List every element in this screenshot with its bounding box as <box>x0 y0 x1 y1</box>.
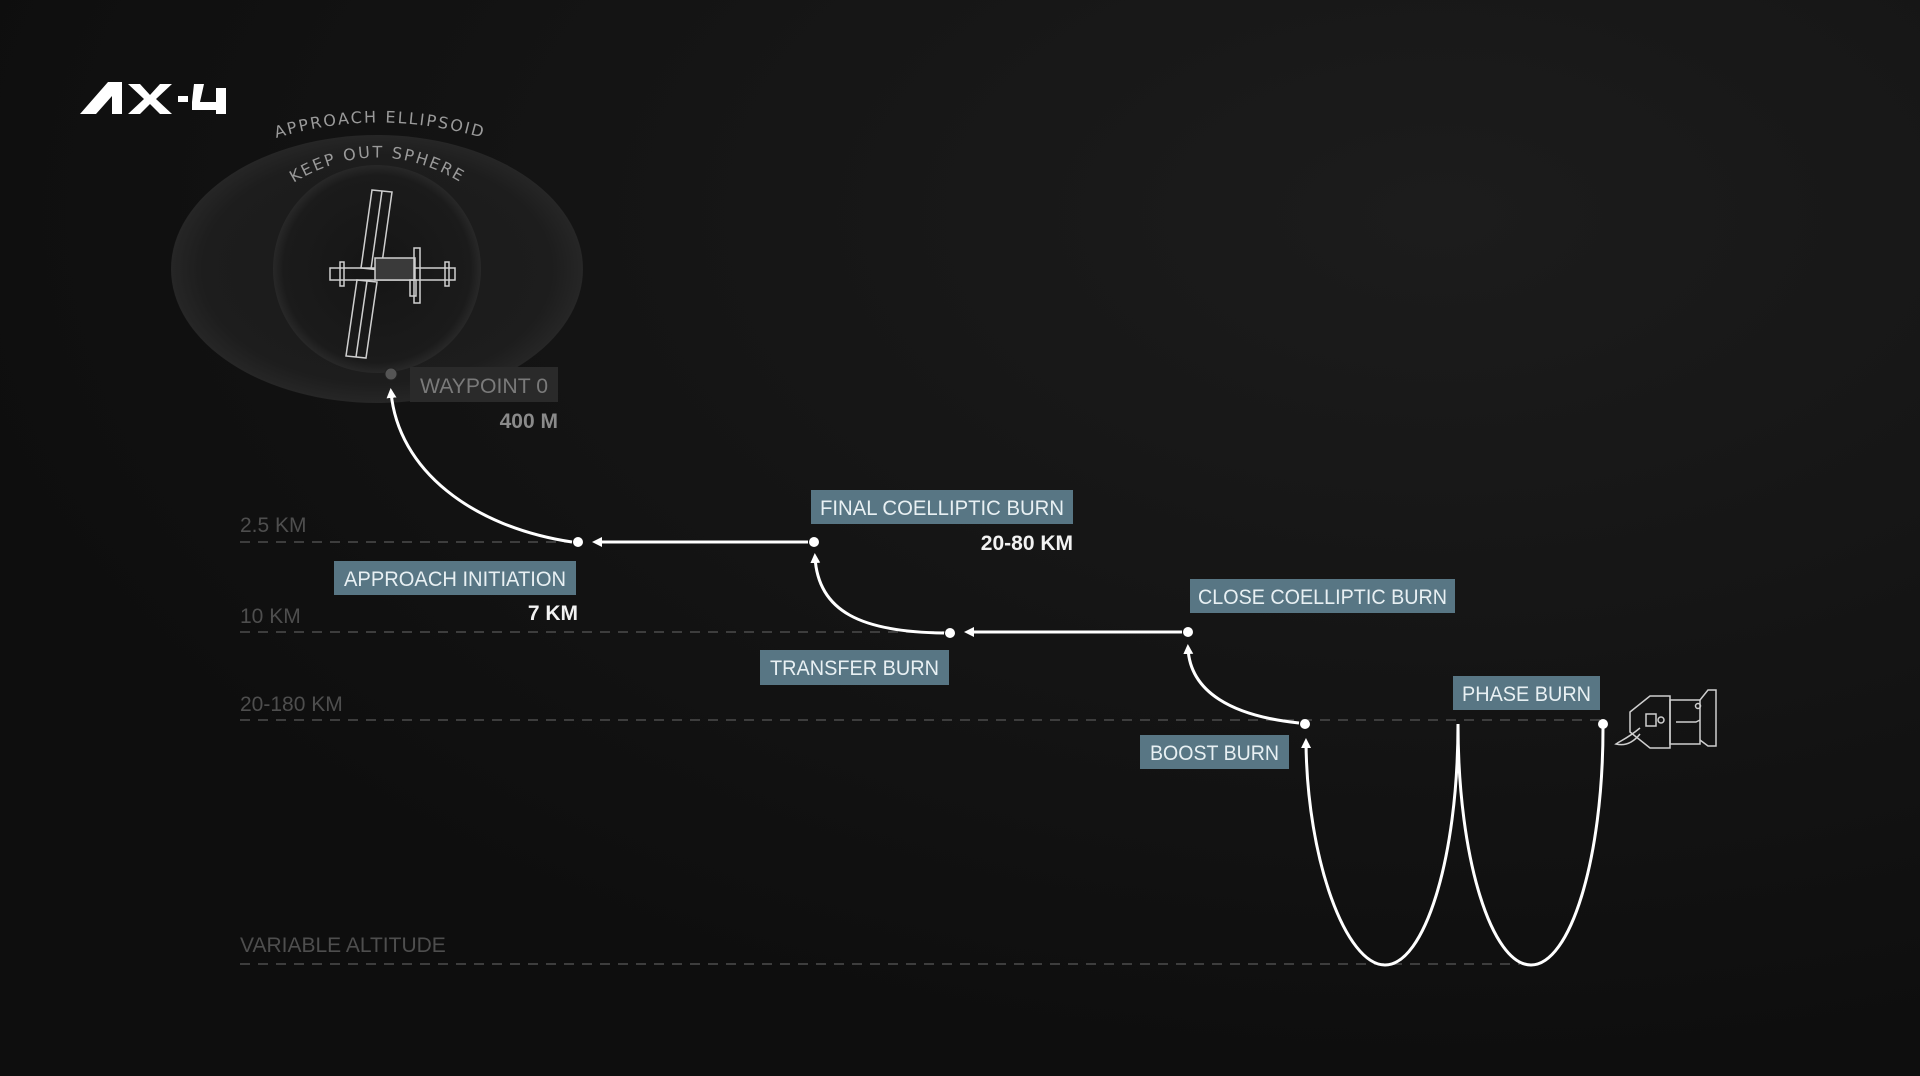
close-coelliptic-point <box>1183 627 1193 637</box>
altitude-label: VARIABLE ALTITUDE <box>240 934 446 957</box>
svg-text:APPROACH INITIATION: APPROACH INITIATION <box>344 568 566 591</box>
phase-burn-point <box>1598 719 1608 729</box>
final-coelliptic-point <box>809 537 819 547</box>
trajectory <box>384 367 1608 967</box>
transfer-arc <box>810 553 945 635</box>
transfer-burn-point <box>945 628 955 638</box>
altitude-label: 10 KM <box>240 605 301 628</box>
approach-initiation-label: APPROACH INITIATION <box>334 561 576 595</box>
svg-text:TRANSFER BURN: TRANSFER BURN <box>770 657 939 680</box>
boost-burn-point <box>1300 719 1310 729</box>
close-coelliptic-label: CLOSE COELLIPTIC BURN <box>1190 579 1455 613</box>
waypoint-0-distance: 400 M <box>500 410 558 433</box>
svg-text:BOOST BURN: BOOST BURN <box>1150 742 1279 765</box>
boost-burn-label: BOOST BURN <box>1140 735 1289 769</box>
final-coelliptic-distance: 20-80 KM <box>981 532 1073 555</box>
svg-text:WAYPOINT 0: WAYPOINT 0 <box>420 375 548 398</box>
approach-initiation-distance: 7 KM <box>528 602 578 625</box>
approach-initiation-point <box>573 537 583 547</box>
svg-text:FINAL COELLIPTIC BURN: FINAL COELLIPTIC BURN <box>820 497 1064 520</box>
transfer-burn-label: TRANSFER BURN <box>760 650 949 685</box>
svg-text:PHASE BURN: PHASE BURN <box>1462 683 1591 706</box>
waypoint-0-label: WAYPOINT 0 <box>410 367 558 402</box>
boost-arc <box>1183 644 1300 725</box>
svg-text:CLOSE COELLIPTIC BURN: CLOSE COELLIPTIC BURN <box>1198 586 1447 609</box>
approach-arc <box>386 388 573 544</box>
phasing-loops <box>1301 723 1605 967</box>
altitude-label: 2.5 KM <box>240 514 307 537</box>
ax4-logo <box>80 82 226 114</box>
phase-burn-label: PHASE BURN <box>1453 676 1600 710</box>
spacecraft-icon <box>1614 689 1717 749</box>
waypoint-0-point <box>384 367 398 381</box>
altitude-label: 20-180 KM <box>240 693 343 716</box>
final-coelliptic-label: FINAL COELLIPTIC BURN <box>811 490 1073 524</box>
space-station-icon <box>329 189 456 359</box>
